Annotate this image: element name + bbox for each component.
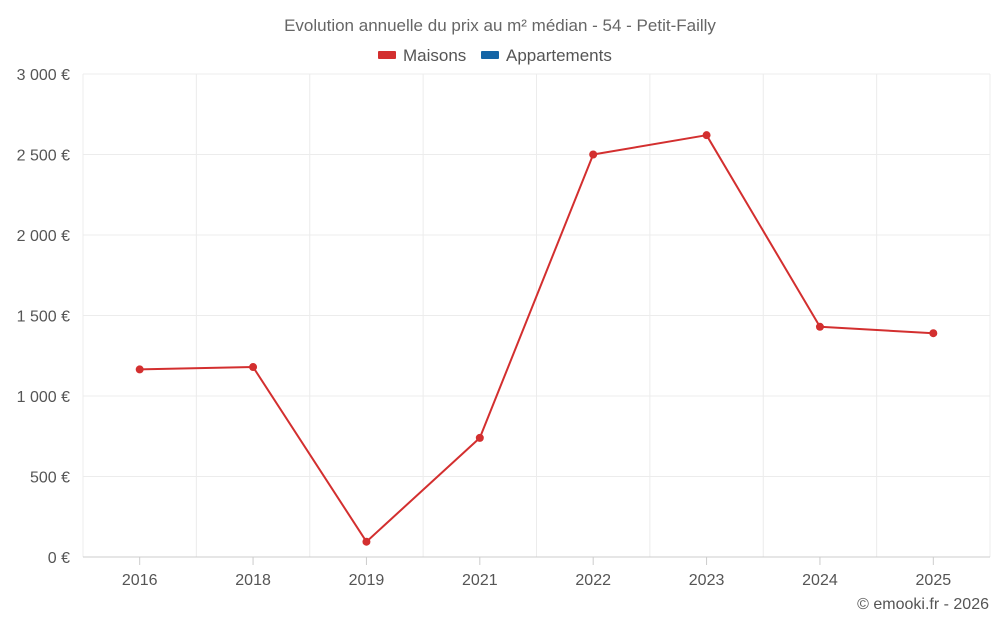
x-axis-labels: 2016 2018 2019 2021 2022 2023 2024 2025 xyxy=(122,557,951,589)
x-tick-label: 2025 xyxy=(916,572,952,589)
data-point-maisons[interactable] xyxy=(702,131,711,140)
credit-text: © emooki.fr - 2026 xyxy=(857,596,989,613)
legend: Maisons Appartements xyxy=(378,46,612,65)
data-point-maisons[interactable] xyxy=(815,322,824,331)
x-tick-label: 2018 xyxy=(235,572,271,589)
x-tick-label: 2024 xyxy=(802,572,838,589)
legend-label-maisons: Maisons xyxy=(403,46,466,65)
data-point-maisons[interactable] xyxy=(929,329,938,338)
y-tick-label: 2 000 € xyxy=(17,228,70,245)
data-point-maisons[interactable] xyxy=(589,150,598,159)
x-tick-label: 2022 xyxy=(575,572,611,589)
y-tick-label: 500 € xyxy=(30,470,70,487)
x-tick-label: 2016 xyxy=(122,572,158,589)
data-point-maisons[interactable] xyxy=(362,537,371,546)
y-tick-label: 2 500 € xyxy=(17,148,70,165)
legend-swatch-maisons xyxy=(378,51,396,59)
series-layer xyxy=(135,131,938,546)
y-tick-label: 0 € xyxy=(48,550,70,567)
data-point-maisons[interactable] xyxy=(135,365,144,374)
x-tick-label: 2023 xyxy=(689,572,725,589)
data-point-maisons[interactable] xyxy=(475,433,484,442)
x-tick-label: 2021 xyxy=(462,572,498,589)
legend-item-maisons[interactable]: Maisons xyxy=(378,46,466,65)
y-tick-label: 1 000 € xyxy=(17,389,70,406)
data-point-maisons[interactable] xyxy=(249,363,258,372)
x-tick-label: 2019 xyxy=(349,572,385,589)
legend-item-appartements[interactable]: Appartements xyxy=(481,46,612,65)
legend-swatch-appartements xyxy=(481,51,499,59)
chart-title: Evolution annuelle du prix au m² médian … xyxy=(284,16,716,35)
y-tick-label: 1 500 € xyxy=(17,309,70,326)
series-line-maisons xyxy=(139,134,934,543)
x-gridlines xyxy=(82,74,991,557)
legend-label-appartements: Appartements xyxy=(506,46,612,65)
y-tick-label: 3 000 € xyxy=(17,67,70,84)
y-axis-labels: 0 € 500 € 1 000 € 1 500 € 2 000 € 2 500 € 3 00… xyxy=(17,67,70,567)
